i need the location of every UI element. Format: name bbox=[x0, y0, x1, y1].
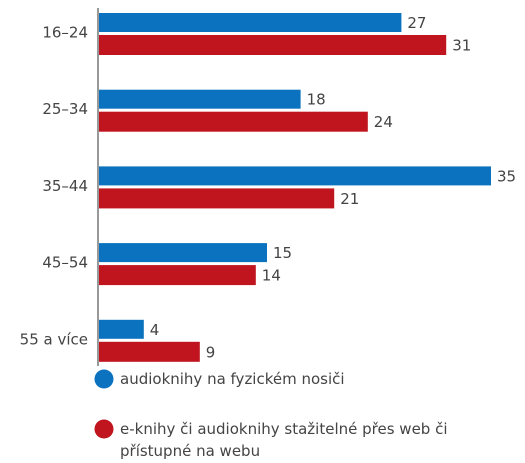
bar bbox=[99, 166, 491, 186]
bar bbox=[99, 265, 256, 286]
value-label: 21 bbox=[340, 190, 359, 208]
value-label: 35 bbox=[497, 167, 516, 185]
value-label: 9 bbox=[206, 343, 216, 361]
category-label: 16–24 bbox=[42, 24, 88, 42]
category-label: 55 a více bbox=[20, 330, 88, 348]
legend-marker bbox=[94, 419, 114, 439]
bar bbox=[99, 111, 368, 132]
bar bbox=[99, 188, 335, 209]
bar bbox=[99, 89, 301, 109]
bar bbox=[99, 35, 447, 55]
category-label: 35–44 bbox=[42, 177, 88, 195]
bar bbox=[99, 243, 267, 263]
bar bbox=[99, 13, 402, 32]
legend-marker bbox=[94, 369, 114, 389]
value-label: 14 bbox=[262, 267, 281, 285]
bar bbox=[99, 319, 144, 339]
value-label: 15 bbox=[273, 244, 292, 262]
category-label: 45–54 bbox=[42, 254, 88, 272]
bar bbox=[99, 341, 200, 362]
value-label: 31 bbox=[452, 37, 471, 55]
legend-label: e-knihy či audioknihy stažitelné přes we… bbox=[120, 420, 448, 460]
value-label: 4 bbox=[150, 321, 160, 339]
value-label: 27 bbox=[407, 14, 426, 32]
legend-label: audioknihy na fyzickém nosiči bbox=[120, 370, 345, 388]
category-label: 25–34 bbox=[42, 100, 88, 118]
value-label: 24 bbox=[374, 113, 393, 131]
value-label: 18 bbox=[307, 91, 326, 109]
